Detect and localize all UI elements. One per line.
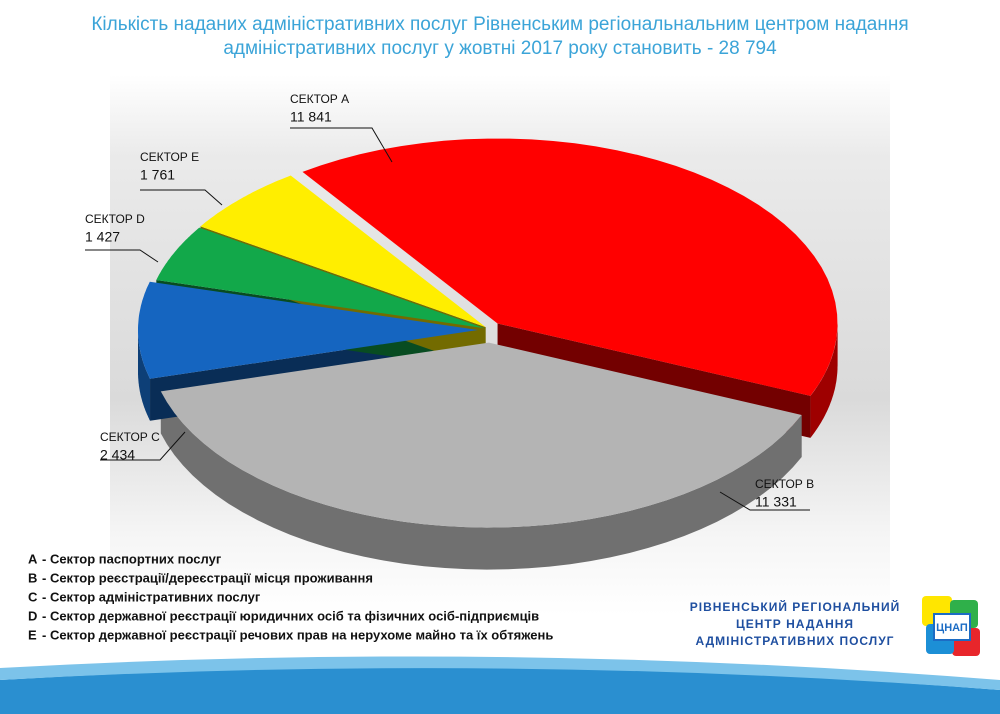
logo-icon-text: ЦНАП (936, 622, 968, 634)
labels: СЕКТОР А 11 841 СЕКТОР В 11 331 СЕКТОР С 2 43… (85, 92, 814, 510)
leader-line (290, 127, 393, 163)
logo: РІВНЕНСЬКИЙ РЕГІОНАЛЬНИЙ ЦЕНТР НАДАННЯ А… (690, 596, 980, 656)
value-label: 1 427 (85, 229, 120, 245)
slice-label: СЕКТОР С (100, 430, 160, 444)
value-label: 11 331 (755, 494, 797, 510)
leader-line (85, 249, 159, 263)
slice-side (810, 323, 838, 438)
value-label: 11 841 (290, 109, 332, 125)
title-line: Кількість наданих адміністративних послу… (91, 14, 908, 35)
slice (160, 342, 802, 528)
leader-line (719, 491, 810, 511)
legend: A - Сектор паспортних послуг B - Сектор реє… (28, 551, 553, 642)
slice-side (160, 391, 802, 570)
legend-key: A (28, 551, 38, 566)
legend-key: D (28, 608, 37, 623)
legend-key: C (28, 589, 38, 604)
slice-label: СЕКТОР В (755, 477, 814, 491)
slice-label: СЕКТОР D (85, 212, 145, 226)
legend-text: - Сектор адміністративних послуг (42, 589, 261, 604)
legend-text: - Сектор реєстрації/дереєстрації місця п… (42, 570, 373, 585)
slice-side (138, 330, 150, 421)
leader-line (140, 189, 223, 206)
value-label: 1 761 (140, 167, 175, 183)
title-line: адміністративних послуг у жовтні 2017 ро… (223, 38, 777, 59)
legend-text: - Сектор паспортних послуг (42, 551, 222, 566)
value-label: 2 434 (100, 447, 135, 463)
logo-text: АДМІНІСТРАТИВНИХ ПОСЛУГ (696, 634, 895, 648)
slice (138, 281, 478, 379)
legend-key: B (28, 570, 37, 585)
legend-text: - Сектор державної реєстрації речових пр… (42, 627, 553, 642)
legend-key: E (28, 627, 37, 642)
bottom-wave (0, 667, 1000, 714)
legend-text: - Сектор державної реєстрації юридичних … (42, 608, 539, 623)
logo-text: РІВНЕНСЬКИЙ РЕГІОНАЛЬНИЙ (690, 599, 900, 614)
logo-plate (933, 613, 971, 641)
slice (200, 175, 486, 328)
logo-text: ЦЕНТР НАДАННЯ (736, 617, 854, 631)
leader-line (100, 431, 186, 461)
bottom-wave-light (0, 656, 1000, 690)
leader-lines (85, 127, 810, 511)
slice-label: СЕКТОР Е (140, 150, 199, 164)
slice (156, 227, 485, 329)
slice (302, 138, 838, 396)
slice-label: СЕКТОР А (290, 92, 349, 106)
pie (138, 138, 838, 570)
